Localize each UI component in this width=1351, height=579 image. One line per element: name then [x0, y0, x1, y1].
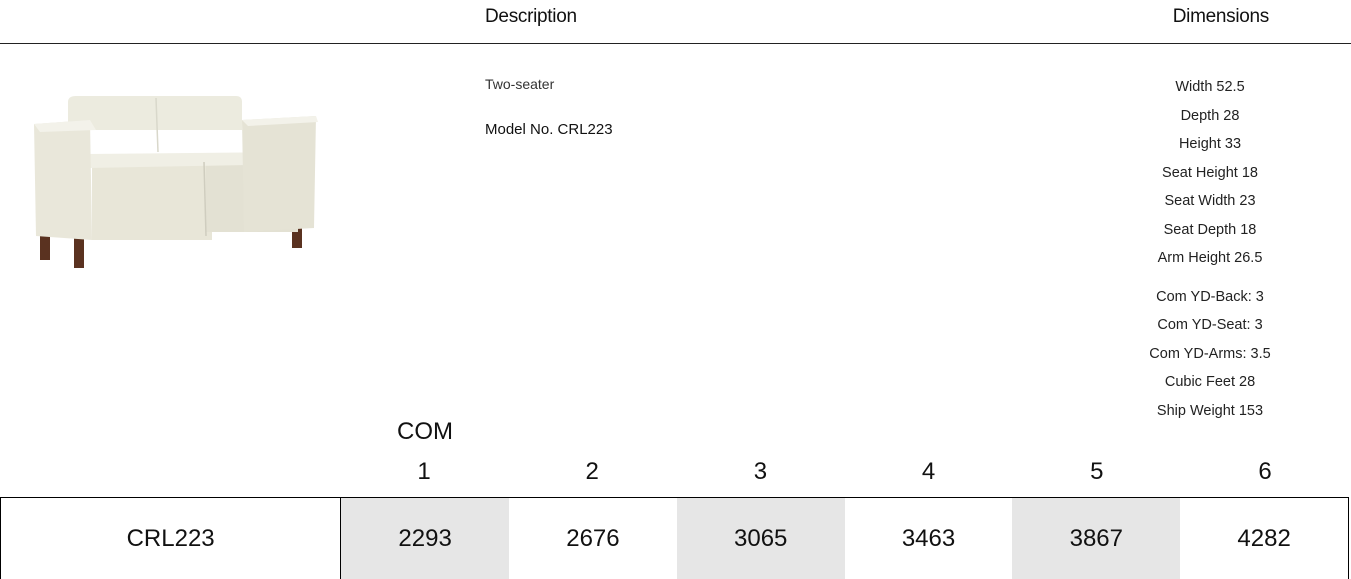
- dimension-line: Depth 28: [1180, 107, 1240, 124]
- product-name: Two-seater: [485, 76, 555, 92]
- dimension-line: Arm Height 26.5: [1157, 250, 1263, 266]
- price-cell: 4282: [1237, 524, 1291, 552]
- dimension-line: Seat Width 23: [1164, 193, 1256, 209]
- header-rule: [0, 43, 1351, 44]
- product-image: [34, 96, 318, 268]
- dimension-line: Com YD-Seat: 3: [1157, 317, 1263, 333]
- price-cell: 2676: [566, 524, 620, 552]
- price-table: CRL223 2293 2676 3065 3463 3867 4282: [0, 497, 1349, 579]
- description-header: Description: [485, 6, 577, 27]
- dimension-line: Com YD-Back: 3: [1156, 288, 1264, 305]
- dimension-line: Seat Height 18: [1162, 164, 1258, 181]
- dimensions-list: Width 52.5 Depth 28 Height 33 Seat Height 1…: [1080, 73, 1340, 425]
- model-cell: CRL223: [1, 498, 342, 579]
- grade-header: 1: [417, 458, 431, 485]
- grade-header: 4: [921, 458, 936, 485]
- dimensions-header: Dimensions: [1172, 6, 1270, 27]
- dimension-line: Cubic Feet 28: [1164, 374, 1256, 390]
- com-label: COM: [397, 418, 453, 445]
- model-number: Model No. CRL223: [485, 121, 613, 138]
- dimension-line: Width 52.5: [1175, 79, 1245, 95]
- grade-header: 2: [585, 458, 599, 485]
- dimension-line: Seat Depth 18: [1163, 221, 1257, 238]
- grade-header: 3: [753, 458, 768, 485]
- dimension-line: Height 33: [1178, 136, 1242, 152]
- dimension-line: Com YD-Arms: 3.5: [1149, 345, 1271, 362]
- dimension-line: Ship Weight 153: [1156, 402, 1264, 419]
- price-cell: 3867: [1012, 498, 1181, 579]
- price-cell: 3065: [676, 498, 845, 579]
- price-cell: 3463: [901, 524, 956, 552]
- grade-header: 6: [1258, 458, 1272, 485]
- grade-header: 5: [1090, 458, 1104, 485]
- price-cell: 2293: [341, 498, 510, 579]
- group-gap: [1080, 273, 1340, 283]
